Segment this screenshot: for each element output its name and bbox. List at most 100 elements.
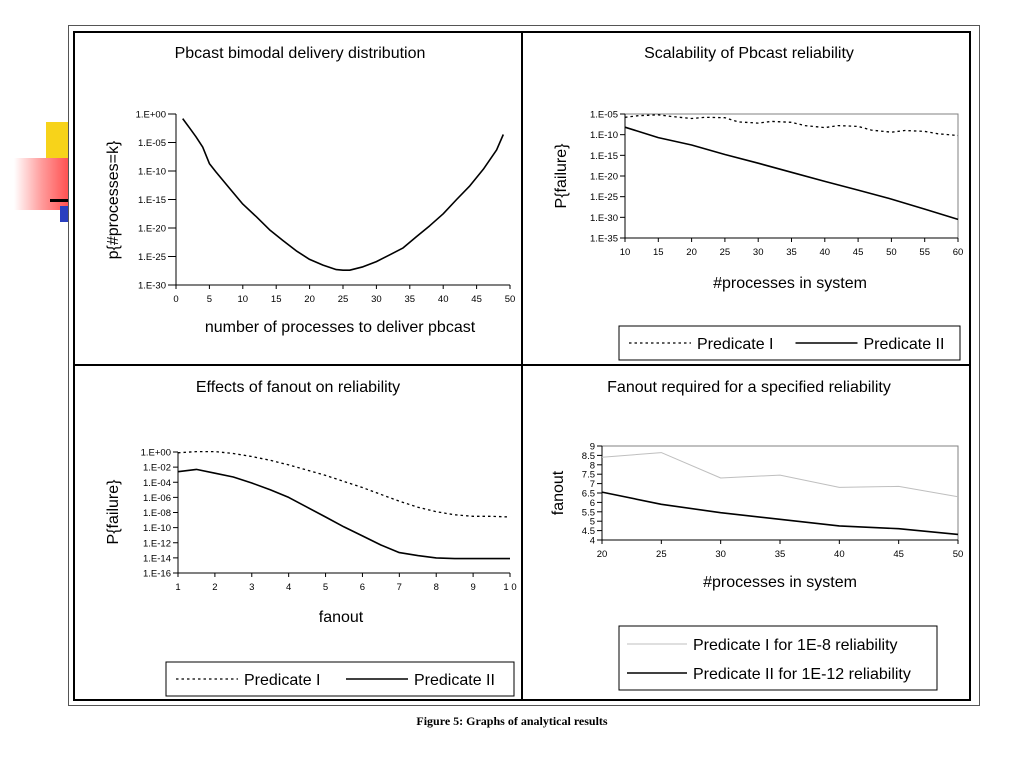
y-tick-label: 1.E-12: [143, 538, 171, 549]
y-tick-label: 1.E+00: [136, 110, 166, 121]
y-tick-label: 6.5: [582, 489, 595, 500]
y-tick-label: 8.5: [582, 451, 595, 462]
legend: Predicate I for 1E-8 reliability Predicat…: [618, 625, 938, 691]
y-axis-label: p{#processes=k}: [105, 140, 122, 259]
x-tick-label: 10: [238, 294, 249, 305]
x-tick-label: 25: [720, 247, 731, 258]
legend-label-2: Predicate II: [414, 672, 495, 689]
series-line-2: [601, 491, 959, 536]
y-tick-label: 9: [590, 442, 595, 453]
x-tick-label: 4: [286, 582, 291, 593]
x-tick-label: 15: [271, 294, 282, 305]
x-tick-label: 45: [471, 294, 482, 305]
x-tick-label: 50: [505, 294, 516, 305]
legend-box: [618, 325, 961, 361]
x-tick-label: 45: [893, 549, 904, 560]
x-tick-label: 30: [371, 294, 382, 305]
y-tick-label: 1.E-05: [590, 110, 618, 121]
series-line-2: [624, 126, 959, 221]
x-tick-label: 40: [820, 247, 831, 258]
y-tick-label: 1.E-20: [138, 224, 166, 235]
x-tick-label: 50: [953, 549, 964, 560]
y-tick-label: 5.5: [582, 507, 595, 518]
y-tick-label: 1.E-05: [138, 138, 166, 149]
chart-fanout-effects: Effects of fanout on reliability 1.E+00 1.…: [73, 364, 523, 701]
y-tick-label: 1.E-30: [590, 213, 618, 224]
x-tick-label: 25: [656, 549, 667, 560]
y-tick-label: 1.E+00: [141, 448, 171, 459]
y-axis-label: fanout: [550, 470, 567, 515]
series-line-1: [601, 452, 959, 498]
x-tick-label: 35: [405, 294, 416, 305]
x-tick-label: 5: [323, 582, 328, 593]
x-tick-label: 6: [360, 582, 365, 593]
legend: Predicate I Predicate II: [165, 661, 515, 697]
x-tick-label: 1 0: [503, 582, 516, 593]
x-tick-label: 30: [715, 549, 726, 560]
x-axis-label: fanout: [319, 609, 364, 626]
y-tick-label: 1.E-10: [143, 523, 171, 534]
figure-caption: Figure 5: Graphs of analytical results: [416, 714, 608, 728]
y-tick-label: 4.5: [582, 526, 595, 537]
y-tick-label: 7.5: [582, 470, 595, 481]
x-tick-label: 8: [434, 582, 439, 593]
legend-label-1: Predicate I: [244, 672, 320, 689]
y-axis-label: P{failure}: [553, 143, 570, 209]
series-line-1: [177, 450, 511, 518]
chart-title: Pbcast bimodal delivery distribution: [175, 45, 426, 62]
legend-box: [165, 661, 515, 697]
y-tick-label: 1.E-04: [143, 478, 171, 489]
y-tick-label: 1.E-08: [143, 508, 171, 519]
y-tick-label: 1.E-10: [590, 130, 618, 141]
x-tick-label: 45: [853, 247, 864, 258]
y-tick-label: 1.E-30: [138, 281, 166, 292]
y-tick-label: 1.E-20: [590, 172, 618, 183]
x-axis-label: number of processes to deliver pbcast: [205, 319, 476, 336]
legend: Predicate I Predicate II: [618, 325, 961, 361]
y-tick-label: 1.E-25: [138, 252, 166, 263]
y-tick-label: 1.E-25: [590, 192, 618, 203]
y-tick-label: 1.E-15: [590, 151, 618, 162]
legend-box: [618, 625, 938, 691]
chart-bimodal: Pbcast bimodal delivery distribution 1.E+…: [73, 31, 523, 366]
x-tick-label: 2: [212, 582, 217, 593]
x-tick-label: 7: [397, 582, 402, 593]
chart-title: Fanout required for a specified reliabil…: [607, 379, 891, 396]
x-tick-label: 50: [886, 247, 897, 258]
chart-scalability: Scalability of Pbcast reliability 1.E-05 1…: [521, 31, 971, 366]
y-tick-label: 1.E-35: [590, 234, 618, 245]
y-tick-label: 1.E-14: [143, 553, 171, 564]
x-tick-label: 1: [175, 582, 180, 593]
x-axis-label: #processes in system: [703, 574, 857, 591]
y-axis-label: P{failure}: [105, 479, 122, 545]
chart-title: Scalability of Pbcast reliability: [644, 45, 854, 62]
y-tick-label: 6: [590, 498, 595, 509]
x-tick-label: 60: [953, 247, 964, 258]
x-tick-label: 35: [786, 247, 797, 258]
x-tick-label: 3: [249, 582, 254, 593]
legend-label-2: Predicate II: [864, 336, 945, 353]
series-line-2: [177, 468, 510, 560]
legend-label-1: Predicate I: [697, 336, 773, 353]
chart-title: Effects of fanout on reliability: [196, 379, 400, 396]
x-axis-label: #processes in system: [713, 275, 867, 292]
x-tick-label: 0: [173, 294, 178, 305]
series-line-1: [624, 114, 959, 137]
x-tick-label: 20: [686, 247, 697, 258]
x-tick-label: 40: [438, 294, 449, 305]
y-tick-label: 1.E-15: [138, 195, 166, 206]
panel-border: [73, 364, 523, 701]
y-tick-label: 1.E-06: [143, 493, 171, 504]
legend-label-1: Predicate I for 1E-8 reliability: [693, 637, 898, 654]
y-tick-label: 5: [590, 517, 595, 528]
legend-label-2: Predicate II for 1E-12 reliability: [693, 666, 911, 683]
x-tick-label: 20: [597, 549, 608, 560]
y-tick-label: 4: [590, 536, 595, 547]
x-tick-label: 55: [919, 247, 930, 258]
x-tick-label: 10: [620, 247, 631, 258]
x-tick-label: 9: [470, 582, 475, 593]
x-tick-label: 20: [304, 294, 315, 305]
panel-border: [521, 364, 971, 701]
y-tick-label: 1.E-16: [143, 569, 171, 580]
